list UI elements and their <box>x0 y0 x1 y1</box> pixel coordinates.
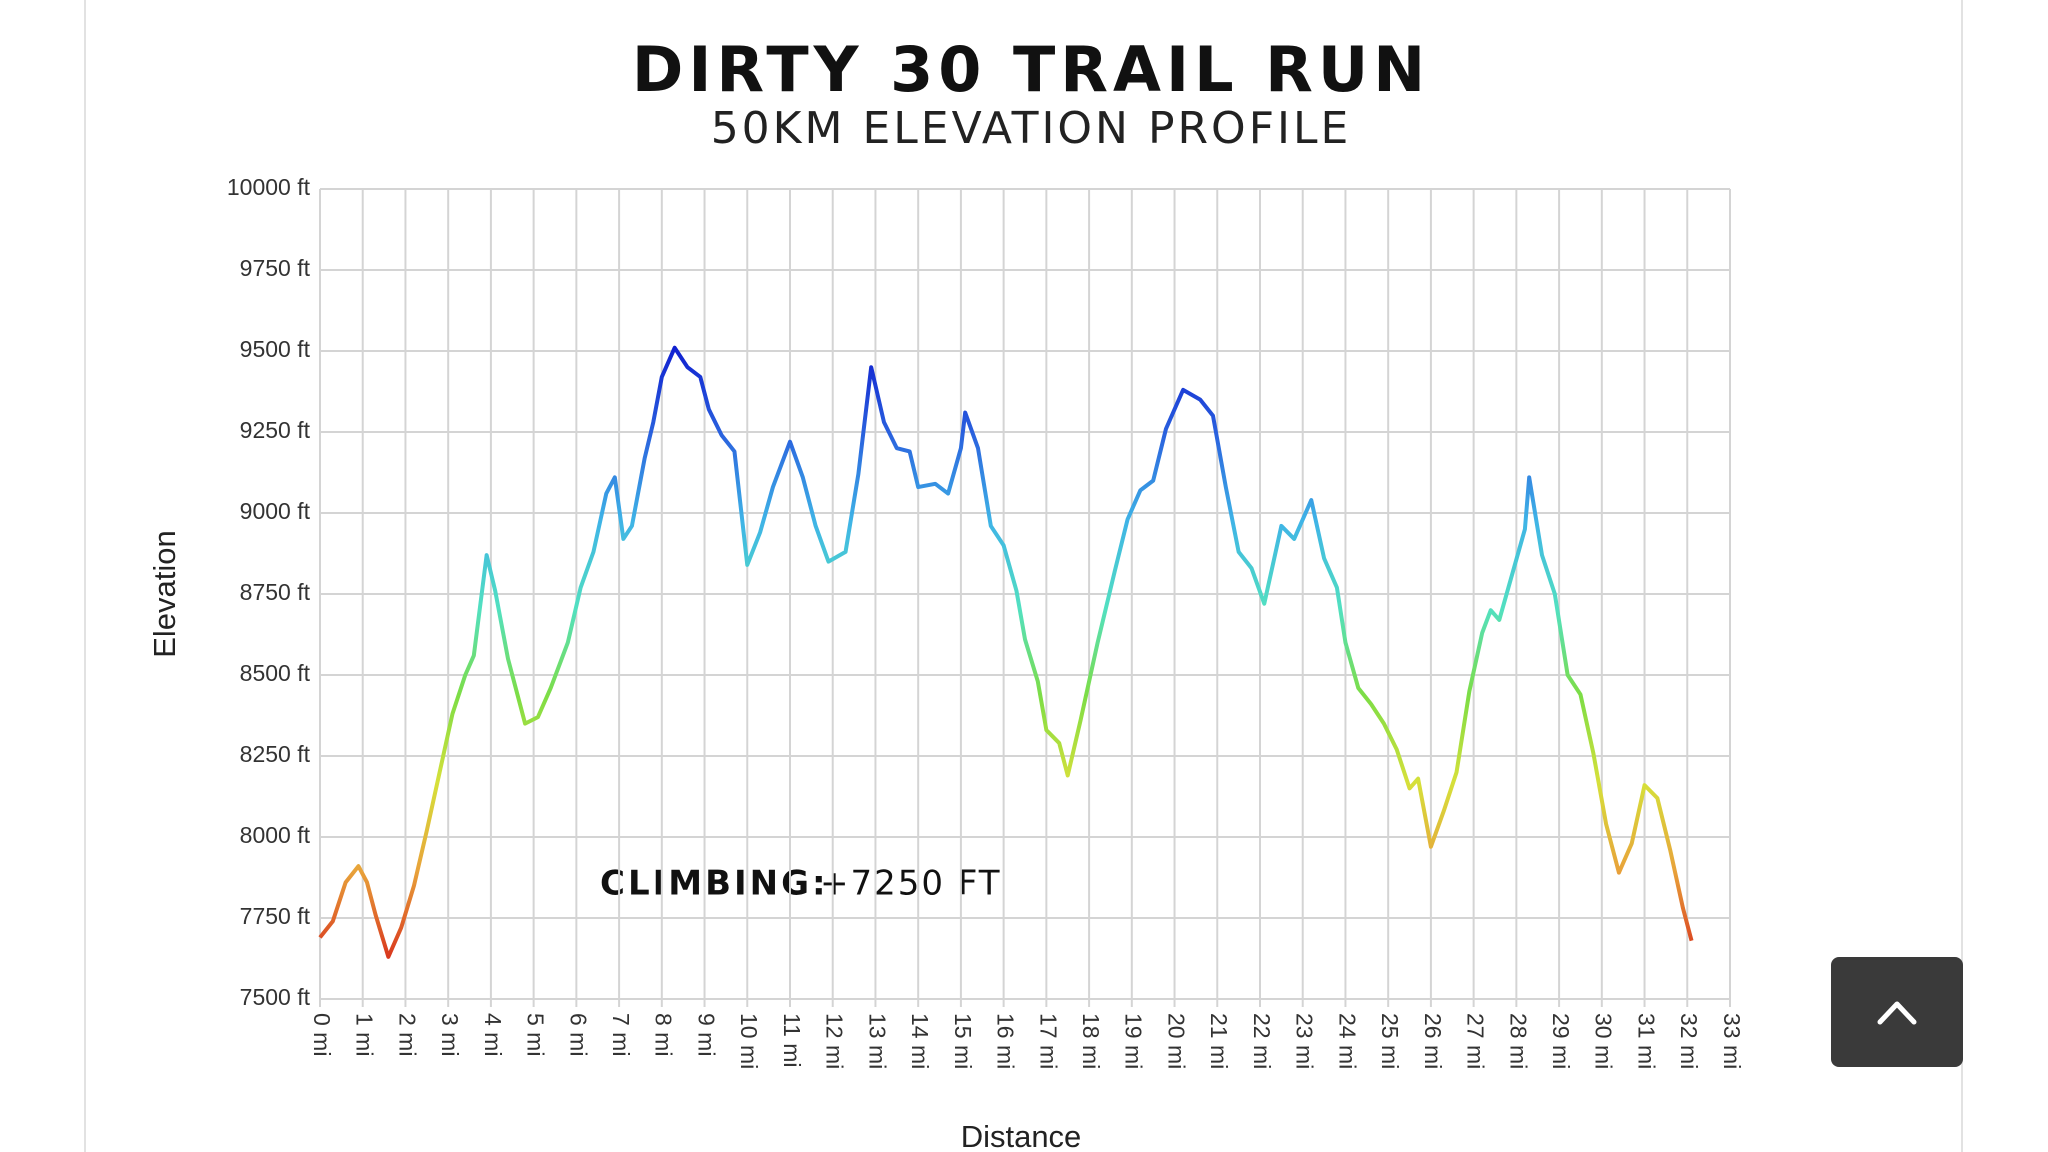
x-tick-label: 5 mi <box>523 1013 549 1056</box>
x-tick-label: 0 mi <box>309 1013 335 1056</box>
x-tick-label: 8 mi <box>651 1013 677 1056</box>
y-tick-label: 7500 ft <box>240 984 311 1010</box>
x-tick-label: 22 mi <box>1249 1013 1275 1069</box>
x-axis-label: Distance <box>961 1119 1082 1152</box>
chart-subtitle: 50KM ELEVATION PROFILE <box>711 103 1352 154</box>
y-tick-label: 8500 ft <box>240 660 311 686</box>
y-tick-label: 9250 ft <box>240 417 311 443</box>
x-tick-label: 11 mi <box>779 1013 805 1068</box>
x-tick-label: 23 mi <box>1292 1013 1318 1069</box>
y-tick-label: 9500 ft <box>240 336 311 362</box>
x-tick-label: 29 mi <box>1548 1013 1574 1069</box>
button-bg[interactable] <box>1831 957 1963 1067</box>
y-tick-label: 8750 ft <box>240 579 311 605</box>
x-tick-label: 26 mi <box>1420 1013 1446 1069</box>
x-tick-label: 19 mi <box>1121 1013 1147 1069</box>
x-tick-label: 14 mi <box>907 1013 933 1069</box>
x-tick-label: 4 mi <box>480 1013 506 1056</box>
x-tick-label: 13 mi <box>864 1013 890 1069</box>
x-tick-label: 6 mi <box>565 1013 591 1056</box>
x-tick-label: 25 mi <box>1377 1013 1403 1069</box>
x-tick-label: 10 mi <box>736 1013 762 1069</box>
y-axis-label: Elevation <box>147 530 182 658</box>
x-tick-label: 18 mi <box>1078 1013 1104 1069</box>
x-tick-label: 3 mi <box>437 1013 463 1056</box>
y-tick-label: 9750 ft <box>240 255 311 281</box>
x-tick-label: 28 mi <box>1505 1013 1531 1069</box>
x-tick-label: 30 mi <box>1591 1013 1617 1069</box>
x-tick-label: 27 mi <box>1463 1013 1489 1069</box>
x-tick-label: 15 mi <box>950 1013 976 1069</box>
x-tick-label: 9 mi <box>693 1013 719 1056</box>
x-tick-label: 31 mi <box>1633 1013 1659 1069</box>
annotation-label: CLIMBING: <box>600 864 829 904</box>
x-tick-label: 21 mi <box>1206 1013 1232 1069</box>
y-tick-label: 8000 ft <box>240 822 311 848</box>
y-tick-label: 10000 ft <box>227 174 311 200</box>
y-tick-label: 9000 ft <box>240 498 311 524</box>
annotation-value: +7250 FT <box>820 864 1002 904</box>
scroll-top-button[interactable] <box>1831 957 1963 1067</box>
x-tick-label: 12 mi <box>822 1013 848 1069</box>
chart-title: DIRTY 30 TRAIL RUN <box>632 33 1430 106</box>
x-tick-label: 7 mi <box>608 1013 634 1056</box>
x-tick-label: 1 mi <box>352 1013 378 1056</box>
x-tick-label: 16 mi <box>993 1013 1019 1069</box>
x-tick-label: 20 mi <box>1163 1013 1189 1069</box>
x-tick-label: 2 mi <box>394 1013 420 1056</box>
chevron-up-icon[interactable] <box>1877 1001 1917 1025</box>
y-tick-label: 8250 ft <box>240 741 311 767</box>
x-tick-label: 32 mi <box>1676 1013 1702 1069</box>
y-tick-label: 7750 ft <box>240 903 311 929</box>
x-tick-label: 33 mi <box>1719 1013 1745 1069</box>
elevation-line <box>318 345 1694 959</box>
x-tick-label: 24 mi <box>1334 1013 1360 1069</box>
x-tick-label: 17 mi <box>1035 1013 1061 1069</box>
